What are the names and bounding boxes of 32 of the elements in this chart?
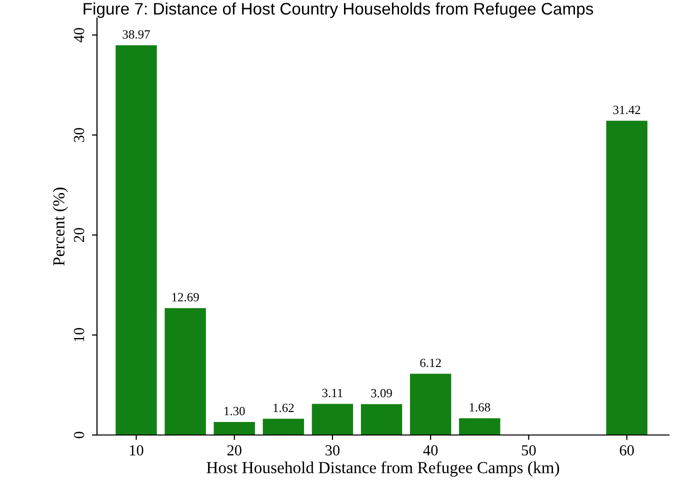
x-tick-label: 10 — [130, 445, 144, 456]
bar — [116, 45, 157, 435]
bar — [360, 404, 402, 435]
x-tick-label: 60 — [620, 445, 634, 456]
bar — [410, 374, 452, 435]
bar — [164, 308, 206, 435]
x-tick-label: 50 — [522, 445, 536, 456]
bar — [312, 404, 354, 435]
y-tick-label: 0 — [74, 432, 84, 438]
data-label: 31.42 — [613, 106, 640, 114]
data-label: 6.12 — [420, 358, 441, 368]
y-axis-title: Percent (%) — [52, 188, 68, 266]
chart-title: Figure 7: Distance of Host Country Households from Refugee Camps — [84, 2, 594, 18]
data-label: 1.62 — [274, 404, 294, 412]
bar — [214, 422, 255, 435]
data-label: 3.09 — [371, 388, 392, 398]
y-tick-label: 20 — [74, 228, 84, 242]
data-label: 3.11 — [322, 388, 342, 398]
x-tick-label: 20 — [227, 445, 242, 456]
x-axis-title: Host Household Distance from Refugee Camps (km) — [206, 461, 560, 477]
data-label: 38.97 — [122, 30, 150, 39]
y-tick-label: 40 — [74, 28, 84, 42]
x-tick-label: 30 — [326, 445, 340, 456]
bar — [262, 418, 304, 435]
x-tick-label: 40 — [423, 445, 438, 456]
bar — [459, 418, 500, 435]
bar — [606, 120, 648, 435]
data-label: 1.30 — [224, 406, 245, 416]
y-tick-label: 10 — [74, 328, 84, 342]
data-label: 12.69 — [172, 292, 199, 302]
data-label: 1.68 — [470, 403, 490, 412]
y-tick-label: 30 — [74, 128, 84, 142]
